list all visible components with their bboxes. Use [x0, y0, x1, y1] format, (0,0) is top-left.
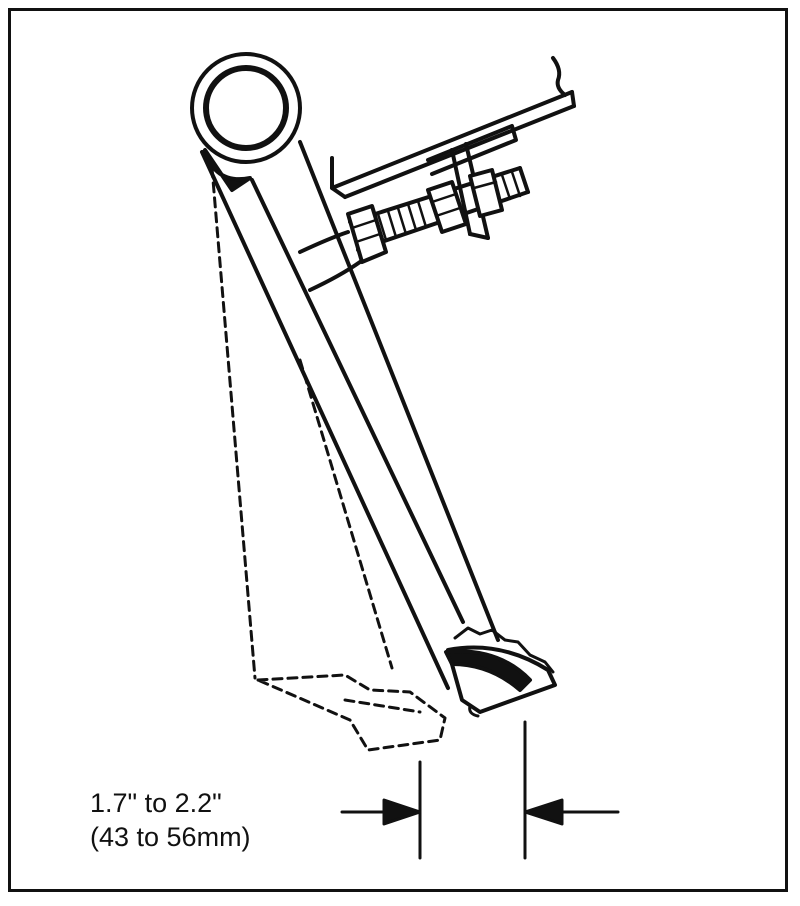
lock-nut: [346, 168, 504, 264]
pedal-pad-alternate-position: [210, 166, 447, 752]
pivot-ring-inner: [203, 65, 289, 151]
measurement-label-imperial: 1.7" to 2.2": [90, 788, 222, 818]
measurement-arrow-right: [523, 798, 620, 826]
measurement-arrow-left: [340, 798, 422, 826]
pedal-pad: [444, 626, 557, 718]
measurement-label-metric: (43 to 56mm): [90, 822, 251, 852]
pivot-ring-outer: [190, 52, 302, 164]
mounting-bracket: [330, 56, 576, 240]
pedal-arm-rod: [190, 52, 500, 690]
measurement-guides: [418, 720, 527, 860]
